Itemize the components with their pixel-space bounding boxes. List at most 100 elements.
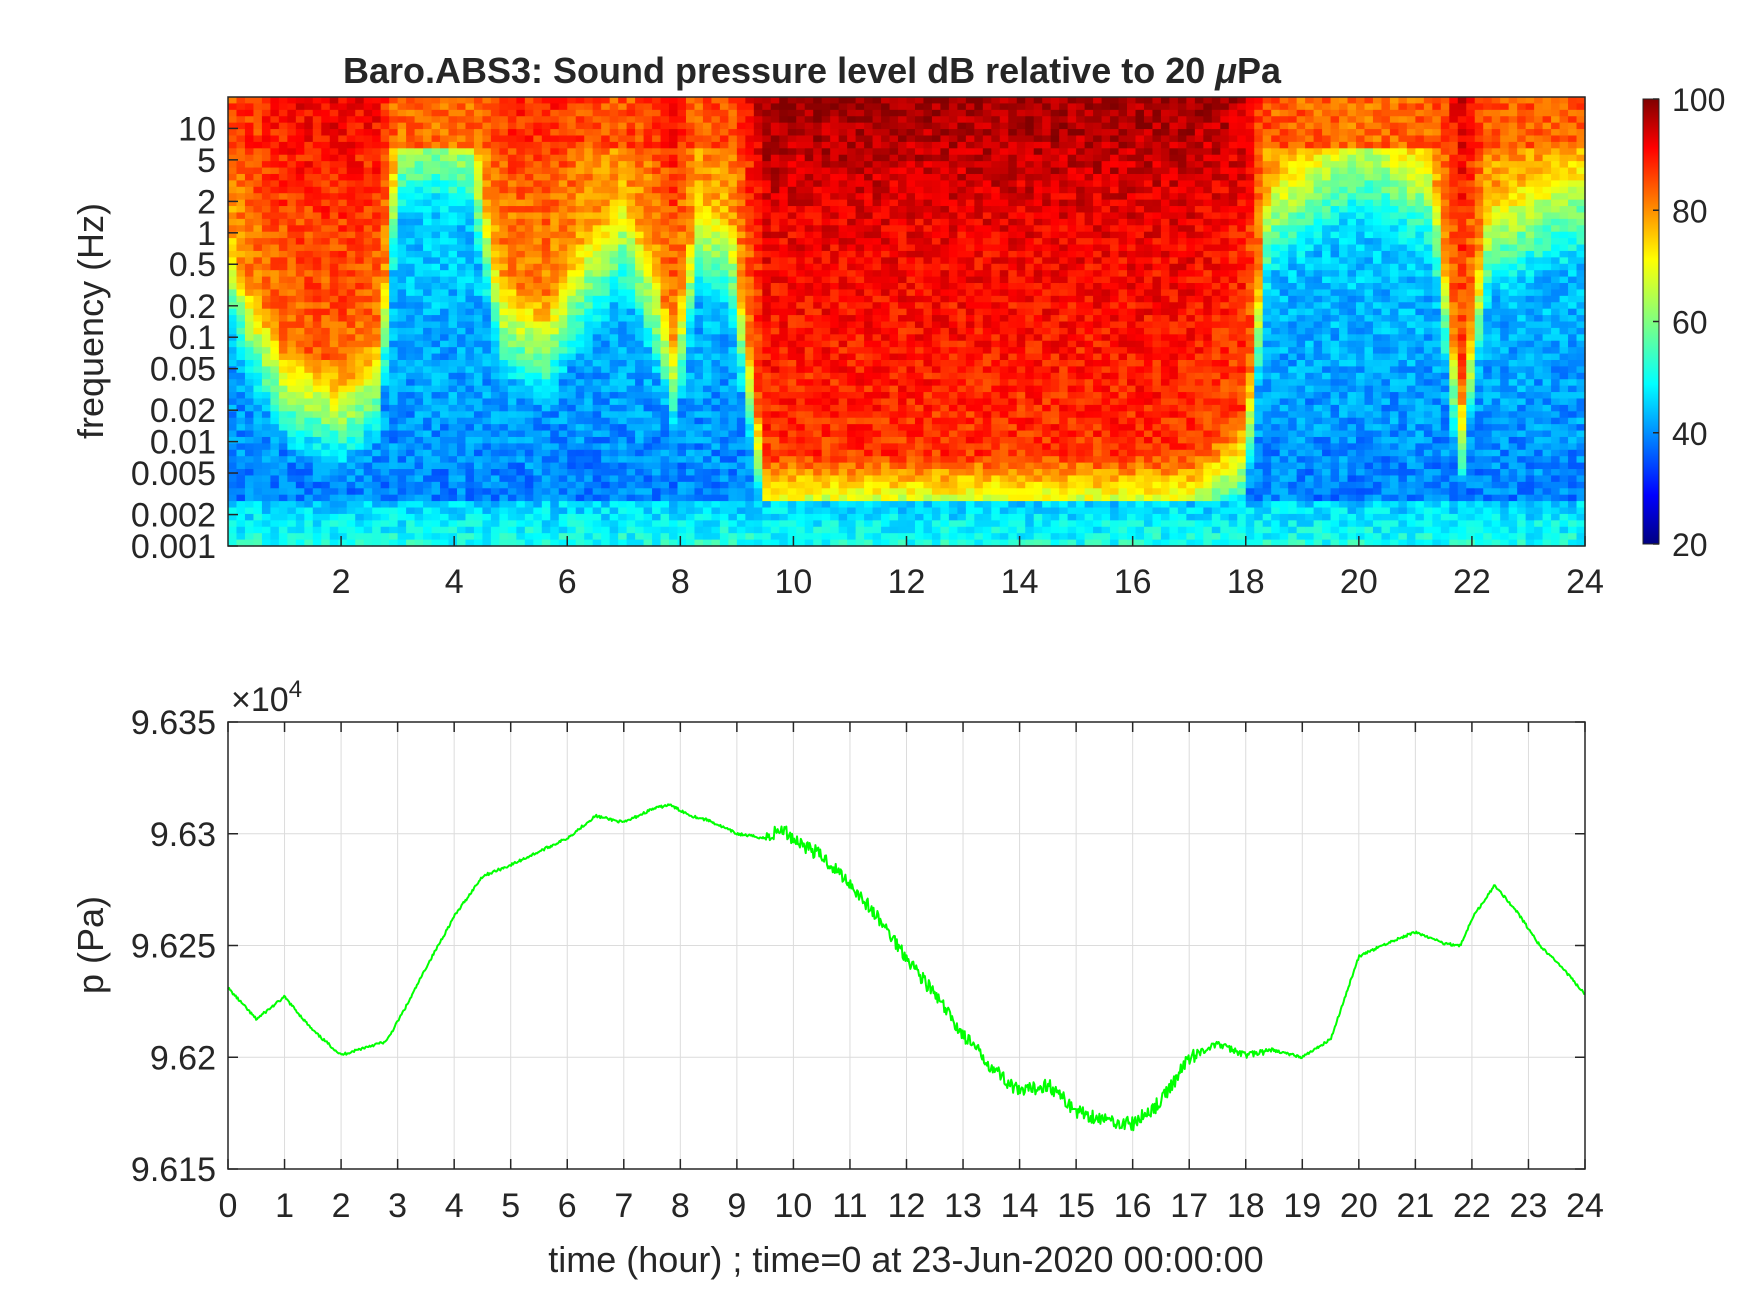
spectrogram-cell bbox=[321, 494, 331, 502]
spectrogram-cell bbox=[321, 129, 331, 137]
spectrogram-cell bbox=[813, 206, 823, 214]
spectrogram-cell bbox=[295, 385, 305, 393]
spectrogram-cell bbox=[567, 411, 577, 419]
spectrogram-cell bbox=[295, 135, 305, 143]
spectrogram-cell bbox=[329, 340, 339, 348]
spectrogram-cell bbox=[482, 283, 492, 291]
spectrogram-cell bbox=[397, 449, 407, 457]
spectrogram-cell bbox=[380, 501, 390, 509]
spectrogram-cell bbox=[490, 469, 500, 477]
spectrogram-cell bbox=[677, 161, 687, 169]
spectrogram-cell bbox=[618, 231, 628, 239]
spectrogram-cell bbox=[618, 103, 628, 111]
spectrogram-cell bbox=[592, 244, 602, 252]
spectrogram-cell bbox=[626, 116, 636, 124]
spectrogram-cell bbox=[813, 359, 823, 367]
spectrogram-cell bbox=[736, 250, 746, 258]
spectrogram-cell bbox=[626, 398, 636, 406]
spectrogram-cell bbox=[456, 372, 467, 380]
spectrogram-cell bbox=[702, 103, 713, 111]
spectrogram-cell bbox=[770, 180, 780, 188]
spectrogram-cell bbox=[236, 481, 246, 489]
spectrogram-cell bbox=[685, 109, 696, 117]
spectrogram-cell bbox=[524, 244, 534, 252]
spectrogram-cell bbox=[711, 475, 721, 483]
spectrogram-cell bbox=[355, 238, 365, 246]
spectrogram-cell bbox=[592, 135, 602, 143]
spectrogram-cell bbox=[635, 206, 645, 214]
spectrogram-cell bbox=[567, 109, 577, 117]
spectrogram-cell bbox=[456, 135, 467, 143]
spectrogram-cell bbox=[516, 526, 526, 534]
spectrogram-cell bbox=[456, 97, 467, 105]
spectrogram-cell bbox=[338, 436, 348, 444]
spectrogram-cell bbox=[618, 372, 628, 380]
spectrogram-cell bbox=[295, 488, 305, 496]
spectrogram-cell bbox=[423, 469, 433, 477]
spectrogram-cell bbox=[770, 257, 780, 265]
spectrogram-cell bbox=[490, 327, 500, 335]
spectrogram-cell bbox=[558, 180, 568, 188]
spectrogram-cell bbox=[448, 212, 458, 220]
spectrogram-cell bbox=[244, 141, 255, 149]
spectrogram-cell bbox=[660, 469, 670, 477]
spectrogram-cell bbox=[626, 148, 636, 156]
spectrogram-cell bbox=[355, 122, 365, 130]
spectrogram-cell bbox=[490, 225, 500, 233]
spectrogram-cell bbox=[516, 392, 526, 400]
spectrogram-cell bbox=[329, 129, 339, 137]
spectrogram-cell bbox=[228, 404, 238, 412]
spectrogram-cell bbox=[592, 283, 602, 291]
spectrogram-cell bbox=[652, 379, 662, 387]
spectrogram-cell bbox=[736, 462, 746, 470]
spectrogram-cell bbox=[431, 212, 441, 220]
spectrogram-cell bbox=[244, 385, 255, 393]
spectrogram-cell bbox=[660, 180, 670, 188]
spectrogram-cell bbox=[567, 270, 577, 278]
spectrogram-cell bbox=[499, 218, 509, 226]
spectrogram-cell bbox=[507, 244, 517, 252]
spectrogram-cell bbox=[253, 404, 263, 412]
spectrogram-cell bbox=[830, 161, 840, 169]
spectrogram-cell bbox=[414, 494, 424, 502]
spectrogram-cell bbox=[753, 270, 763, 278]
spectrogram-cell bbox=[779, 481, 789, 489]
spectrogram-cell bbox=[278, 347, 288, 355]
spectrogram-cell bbox=[618, 180, 628, 188]
spectrogram-cell bbox=[821, 122, 831, 130]
spectrogram-cell bbox=[821, 257, 831, 265]
spectrogram-cell bbox=[652, 103, 662, 111]
spectrogram-cell bbox=[270, 424, 280, 432]
spectrogram-cell bbox=[830, 199, 840, 207]
spectrogram-cell bbox=[406, 436, 416, 444]
spectrogram-cell bbox=[423, 276, 433, 284]
spectrogram-cell bbox=[380, 257, 390, 265]
spectrogram-cell bbox=[236, 539, 246, 547]
spectrogram-cell bbox=[490, 462, 500, 470]
spectrogram-cell bbox=[363, 122, 373, 130]
spectrogram-cell bbox=[363, 520, 373, 528]
spectrogram-cell bbox=[728, 488, 738, 496]
spectrogram-cell bbox=[507, 424, 517, 432]
spectrogram-cell bbox=[719, 424, 729, 432]
spectrogram-cell bbox=[550, 424, 560, 432]
spectrogram-cell bbox=[796, 494, 806, 502]
spectrogram-cell bbox=[821, 244, 831, 252]
spectrogram-cell bbox=[312, 135, 322, 143]
spectrogram-cell bbox=[575, 334, 585, 342]
spectrogram-cell bbox=[338, 161, 348, 169]
spectrogram-cell bbox=[787, 462, 797, 470]
spectrogram-cell bbox=[321, 488, 331, 496]
spectrogram-cell bbox=[770, 404, 780, 412]
spectrogram-cell bbox=[635, 513, 645, 521]
spectrogram-cell bbox=[592, 289, 602, 297]
spectrogram-cell bbox=[533, 475, 543, 483]
spectrogram-cell bbox=[397, 161, 407, 169]
spectrogram-cell bbox=[694, 443, 704, 451]
spectrogram-cell bbox=[711, 218, 721, 226]
spectrogram-cell bbox=[312, 186, 322, 194]
spectrogram-cell bbox=[278, 334, 288, 342]
spectrogram-cell bbox=[702, 404, 713, 412]
spectrogram-cell bbox=[567, 116, 577, 124]
spectrogram-cell bbox=[397, 263, 407, 271]
